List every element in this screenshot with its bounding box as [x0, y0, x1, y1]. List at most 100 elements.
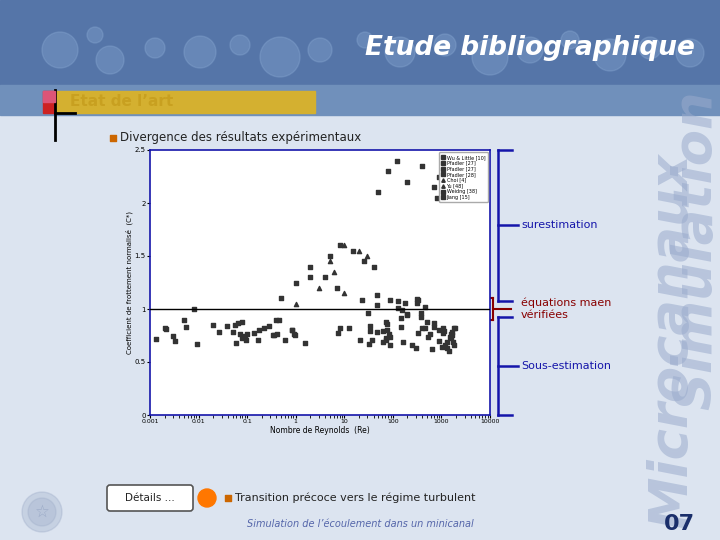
Point [178, 315, 189, 324]
Point [191, 340, 202, 348]
Circle shape [594, 39, 626, 71]
Point [289, 330, 301, 339]
Point [439, 341, 451, 350]
Point [338, 289, 350, 298]
Point [449, 340, 460, 349]
Point [319, 273, 330, 281]
Point [410, 343, 422, 352]
Point [361, 252, 373, 260]
Text: Etude bibliographique: Etude bibliographique [365, 35, 695, 61]
Point [248, 329, 260, 338]
Point [289, 329, 300, 338]
Point [253, 326, 265, 334]
Point [433, 337, 445, 346]
Point [332, 329, 343, 338]
Point [273, 316, 284, 325]
Point [107, 134, 119, 143]
Point [290, 278, 302, 287]
Point [160, 325, 171, 333]
Point [449, 323, 460, 332]
Point [258, 323, 270, 332]
Point [383, 330, 395, 339]
Point [397, 338, 408, 347]
Text: Transition précoce vers le régime turbulent: Transition précoce vers le régime turbul… [235, 492, 475, 503]
Point [230, 339, 242, 347]
Point [232, 319, 243, 327]
Point [419, 323, 431, 332]
Point [412, 329, 423, 338]
Circle shape [472, 39, 508, 75]
Text: 07: 07 [664, 514, 695, 534]
Circle shape [308, 38, 332, 62]
Bar [55, 91, 315, 113]
Point [436, 342, 448, 351]
Point [423, 333, 434, 342]
Circle shape [28, 498, 56, 526]
Text: Divergence des résultats expérimentaux: Divergence des résultats expérimentaux [120, 132, 361, 145]
Circle shape [260, 37, 300, 77]
Point [305, 273, 316, 281]
Point [328, 268, 339, 276]
Circle shape [22, 492, 62, 532]
Point [384, 296, 396, 305]
Point [438, 326, 450, 335]
Point [364, 321, 375, 330]
Text: Etat de l’art: Etat de l’art [70, 94, 174, 110]
Point [159, 324, 171, 333]
Point [358, 257, 369, 266]
Point [377, 326, 389, 335]
Circle shape [96, 46, 124, 74]
Circle shape [385, 37, 415, 67]
Point [353, 246, 364, 255]
Circle shape [87, 27, 103, 43]
Point [286, 326, 297, 334]
Point [324, 257, 336, 266]
Bar [0, 0, 720, 90]
Point [168, 331, 179, 340]
Text: ☆: ☆ [35, 503, 50, 521]
Point [150, 335, 161, 343]
Y-axis label: Coefficient de frottement normalisé  (C*): Coefficient de frottement normalisé (C*) [126, 211, 133, 354]
Point [395, 322, 407, 331]
Point [363, 340, 374, 348]
Point [401, 310, 413, 319]
Point [252, 335, 264, 344]
Point [416, 161, 428, 170]
Point [392, 303, 404, 312]
Point [239, 332, 251, 340]
Point [446, 328, 457, 336]
Point [395, 314, 407, 322]
Point [378, 338, 390, 346]
Circle shape [517, 37, 543, 63]
Point [331, 284, 343, 292]
Point [275, 294, 287, 303]
Point [433, 172, 445, 181]
Bar [43, 91, 55, 102]
Point [372, 327, 383, 336]
Point [279, 336, 290, 345]
Point [188, 305, 199, 313]
Point [299, 338, 310, 347]
Point [207, 321, 219, 329]
Point [441, 344, 453, 353]
Point [334, 241, 346, 249]
Point [372, 291, 383, 299]
Point [347, 246, 359, 255]
Text: Simulation: Simulation [670, 90, 720, 410]
Circle shape [639, 37, 661, 59]
Point [391, 156, 402, 165]
Point [415, 309, 426, 318]
Point [362, 309, 374, 318]
Point [372, 301, 383, 309]
Point [448, 323, 459, 332]
Text: Détails ...: Détails ... [125, 493, 175, 503]
Point [271, 330, 283, 339]
Bar [0, 85, 720, 115]
Point [422, 318, 433, 327]
Point [237, 318, 248, 326]
Point [399, 299, 410, 308]
Point [411, 295, 423, 303]
Point [170, 337, 181, 346]
Point [402, 178, 413, 186]
Point [287, 326, 298, 335]
